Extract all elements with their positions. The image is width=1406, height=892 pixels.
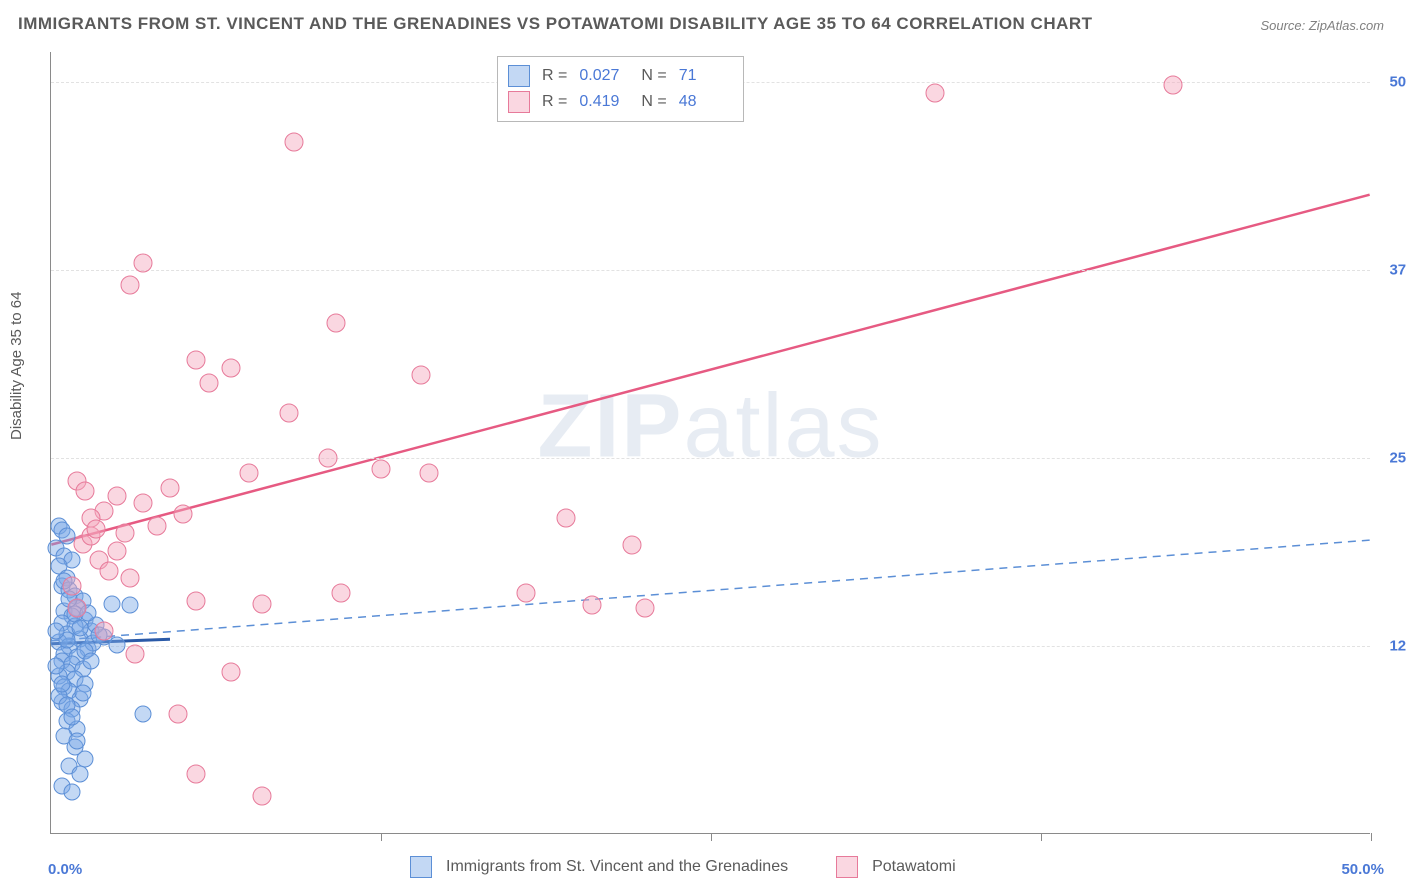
data-point-pink (115, 524, 134, 543)
data-point-blue (135, 705, 152, 722)
data-point-pink (1164, 76, 1183, 95)
data-point-pink (622, 536, 641, 555)
y-tick-label: 37.5% (1389, 262, 1406, 279)
data-point-blue (69, 732, 86, 749)
data-point-pink (253, 787, 272, 806)
data-point-pink (411, 366, 430, 385)
legend-row-pink: R = 0.419 N = 48 (508, 89, 729, 115)
data-point-blue (109, 636, 126, 653)
data-point-pink (147, 516, 166, 535)
data-point-pink (121, 276, 140, 295)
r-value-pink: 0.419 (579, 89, 629, 115)
n-value-pink: 48 (679, 89, 729, 115)
watermark: ZIPatlas (537, 375, 883, 478)
data-point-pink (134, 253, 153, 272)
data-point-pink (68, 599, 87, 618)
data-point-pink (160, 479, 179, 498)
data-point-pink (221, 662, 240, 681)
swatch-blue (410, 856, 432, 878)
gridline (51, 458, 1370, 459)
data-point-pink (221, 358, 240, 377)
chart-title: IMMIGRANTS FROM ST. VINCENT AND THE GREN… (18, 14, 1093, 34)
swatch-pink (836, 856, 858, 878)
data-point-pink (332, 584, 351, 603)
data-point-pink (76, 482, 95, 501)
data-point-pink (94, 621, 113, 640)
x-tick (1371, 833, 1372, 841)
swatch-blue (508, 65, 530, 87)
data-point-blue (122, 597, 139, 614)
data-point-blue (82, 653, 99, 670)
data-point-pink (168, 704, 187, 723)
r-label: R = (542, 63, 567, 89)
data-point-pink (327, 313, 346, 332)
data-point-pink (926, 83, 945, 102)
data-point-pink (126, 644, 145, 663)
gridline (51, 646, 1370, 647)
y-tick-label: 12.5% (1389, 638, 1406, 655)
n-label: N = (641, 63, 666, 89)
data-point-pink (556, 509, 575, 528)
data-point-blue (64, 783, 81, 800)
data-point-pink (517, 584, 536, 603)
data-point-pink (279, 403, 298, 422)
data-point-pink (372, 459, 391, 478)
r-value-blue: 0.027 (579, 63, 629, 89)
y-tick-label: 25.0% (1389, 450, 1406, 467)
data-point-pink (187, 591, 206, 610)
data-point-blue (64, 708, 81, 725)
data-point-blue (48, 657, 65, 674)
data-point-pink (240, 464, 259, 483)
data-point-blue (74, 684, 91, 701)
gridline (51, 270, 1370, 271)
data-point-pink (284, 133, 303, 152)
y-tick-label: 50.0% (1389, 74, 1406, 91)
y-axis-label: Disability Age 35 to 64 (8, 292, 25, 440)
data-point-blue (53, 675, 70, 692)
series2-label: Potawatomi (872, 858, 956, 876)
x-tick (711, 833, 712, 841)
data-point-pink (121, 569, 140, 588)
x-tick (381, 833, 382, 841)
data-point-pink (86, 519, 105, 538)
data-point-pink (636, 599, 655, 618)
data-point-pink (583, 596, 602, 615)
data-point-pink (419, 464, 438, 483)
data-point-pink (319, 449, 338, 468)
data-point-pink (100, 561, 119, 580)
source-attribution: Source: ZipAtlas.com (1260, 18, 1384, 33)
data-point-pink (187, 351, 206, 370)
n-value-blue: 71 (679, 63, 729, 89)
n-label: N = (641, 89, 666, 115)
data-point-blue (48, 622, 65, 639)
data-point-pink (134, 494, 153, 513)
series1-label: Immigrants from St. Vincent and the Gren… (446, 858, 788, 876)
x-axis-min: 0.0% (48, 861, 82, 878)
data-point-pink (200, 373, 219, 392)
x-tick (1041, 833, 1042, 841)
data-point-pink (253, 594, 272, 613)
legend-row-blue: R = 0.027 N = 71 (508, 63, 729, 89)
data-point-blue (72, 619, 89, 636)
series-legend: Immigrants from St. Vincent and the Gren… (410, 856, 956, 878)
data-point-pink (108, 542, 127, 561)
correlation-legend: R = 0.027 N = 71 R = 0.419 N = 48 (497, 56, 744, 122)
data-point-pink (63, 576, 82, 595)
r-label: R = (542, 89, 567, 115)
data-point-pink (174, 504, 193, 523)
data-point-blue (72, 765, 89, 782)
data-point-blue (103, 595, 120, 612)
trend-lines (51, 52, 1370, 833)
x-axis-max: 50.0% (1341, 861, 1384, 878)
plot-area: ZIPatlas 12.5%25.0%37.5%50.0% (50, 52, 1370, 834)
data-point-pink (108, 486, 127, 505)
data-point-pink (187, 764, 206, 783)
swatch-pink (508, 91, 530, 113)
